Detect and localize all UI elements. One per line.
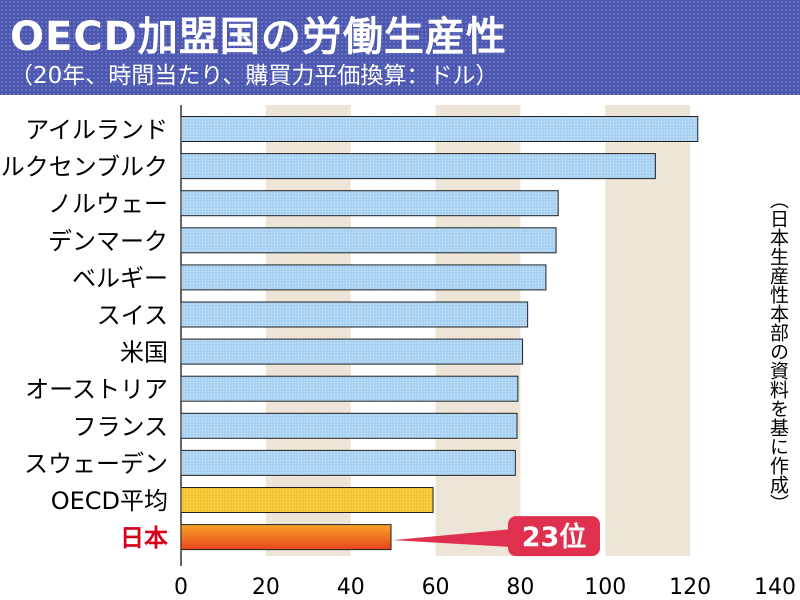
category-label-7: オーストリア: [25, 376, 168, 404]
callout-box: [508, 516, 600, 557]
category-label-3: デンマーク: [48, 227, 168, 255]
background-bands: [180, 105, 691, 566]
chart-title: OECD加盟国の労働生産性: [10, 14, 507, 60]
category-label-10: OECD平均: [51, 487, 168, 515]
x-tick-4: 80: [506, 575, 534, 600]
callout-pointer: [393, 529, 512, 548]
category-label-4: ベルギー: [72, 264, 168, 292]
x-tick-3: 60: [422, 575, 450, 600]
callout-text: 23位: [522, 521, 587, 553]
category-label-0: アイルランド: [25, 116, 168, 144]
x-tick-6: 120: [669, 575, 711, 600]
bar-9: [180, 449, 516, 476]
x-tick-labels: 0 20 40 60 80 100 120 140: [174, 575, 796, 600]
category-label-1: ルクセンブルク: [1, 153, 168, 181]
bar-5: [180, 301, 529, 328]
category-label-2: ノルウェー: [48, 190, 168, 218]
bar-2: [180, 190, 559, 217]
bar-8: [180, 412, 518, 439]
x-tick-2: 40: [337, 575, 365, 600]
bar-11: [180, 524, 392, 551]
bar-4: [180, 264, 547, 291]
bars: [180, 116, 699, 551]
category-label-5: スイス: [97, 302, 168, 330]
bar-7: [180, 375, 519, 402]
header-banner: OECD加盟国の労働生産性 （20年、時間当たり、購買力平価換算：ドル）: [0, 0, 800, 95]
band-0: [265, 105, 351, 556]
x-tick-0: 0: [174, 575, 188, 600]
x-tick-7: 140: [754, 575, 796, 600]
bar-6: [180, 338, 524, 365]
band-2: [605, 105, 691, 556]
x-tick-1: 20: [252, 575, 280, 600]
category-label-9: スウェーデン: [24, 450, 168, 478]
category-label-6: 米国: [120, 339, 168, 367]
category-label-8: フランス: [72, 413, 168, 441]
bar-3: [180, 227, 557, 254]
rank-callout: 23位: [393, 516, 600, 557]
bar-0: [180, 116, 699, 142]
bar-10: [180, 487, 434, 513]
bar-1: [180, 153, 656, 180]
category-labels: アイルランドルクセンブルクノルウェーデンマークベルギースイス米国オーストリアフラ…: [1, 116, 168, 552]
chart-subtitle: （20年、時間当たり、購買力平価換算：ドル）: [10, 63, 499, 89]
x-tick-5: 100: [584, 575, 626, 600]
source-note: （日本生産性本部の資料を基に作成）: [767, 190, 789, 513]
category-label-11: 日本: [120, 524, 168, 552]
band-1: [435, 105, 521, 556]
